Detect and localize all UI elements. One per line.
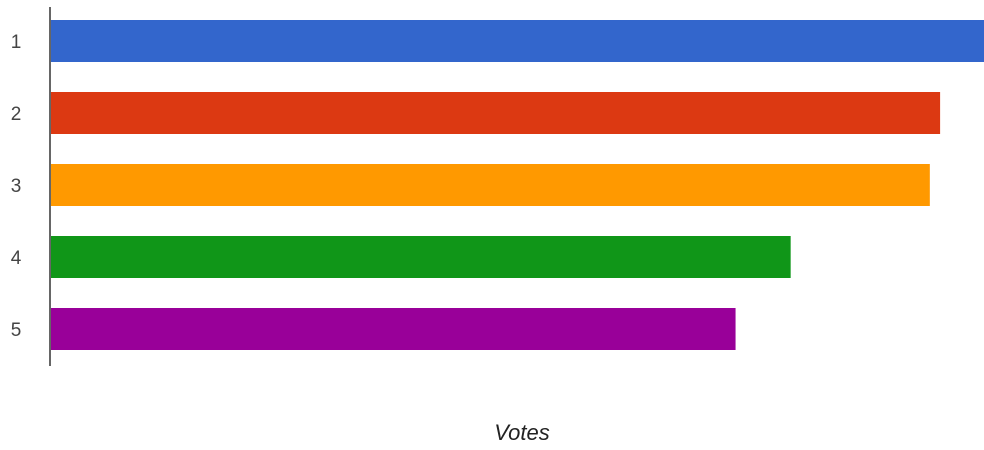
bars-layer [51, 20, 984, 350]
bar-5 [51, 308, 736, 350]
bar-4 [51, 236, 791, 278]
x-axis-title: Votes [494, 420, 549, 445]
category-label-1: 1 [11, 32, 22, 53]
category-labels: 1 2 3 4 5 [11, 32, 22, 341]
category-label-3: 3 [11, 176, 22, 197]
bar-3 [51, 164, 930, 206]
bar-2 [51, 92, 941, 134]
category-label-5: 5 [11, 320, 22, 341]
bar-1 [51, 20, 984, 62]
category-label-4: 4 [11, 248, 22, 269]
category-label-2: 2 [11, 104, 22, 125]
